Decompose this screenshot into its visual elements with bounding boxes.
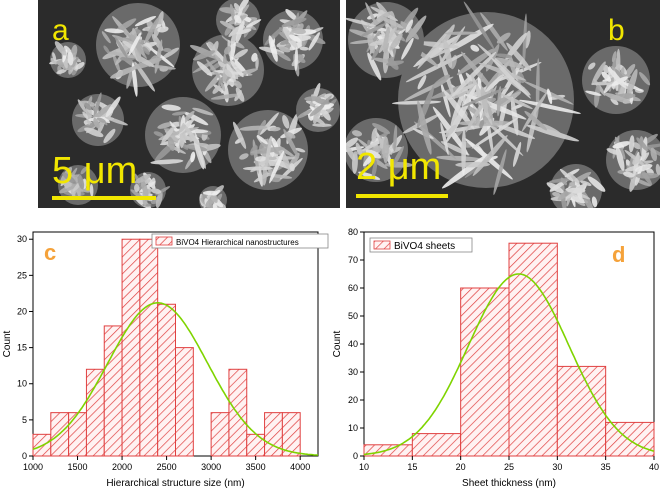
x-tick-label: 3500 (246, 462, 266, 472)
scale-bar-a (52, 196, 156, 200)
legend-label: BiVO4 sheets (394, 241, 455, 252)
y-tick-label: 40 (348, 339, 358, 349)
y-tick-label: 20 (17, 306, 27, 316)
y-tick-label: 20 (348, 395, 358, 405)
nanoflower-cluster (199, 185, 227, 208)
panel-letter: c (44, 240, 56, 265)
panel-label-b: b (608, 14, 625, 47)
y-tick-label: 15 (17, 343, 27, 353)
y-tick-label: 60 (348, 283, 358, 293)
y-axis-label: Count (2, 330, 13, 357)
legend: BiVO4 sheets (369, 237, 473, 253)
histogram-c: 1000 1500 2000 2500 3000 3500 4000 0 5 10 15 20 25 30… (0, 226, 330, 488)
y-tick-label: 30 (348, 367, 358, 377)
y-tick-label: 70 (348, 255, 358, 265)
x-tick-label: 2500 (157, 462, 177, 472)
y-tick-label: 30 (17, 234, 27, 244)
gaussian-fit-curve (32, 302, 319, 456)
legend: BiVO4 Hierarchical nanostructures (151, 233, 329, 249)
panel-letter: d (612, 242, 625, 267)
histogram-bar (508, 242, 558, 457)
nanoflower-cluster (391, 1, 581, 196)
scale-bar-b (356, 194, 448, 198)
legend-swatch (373, 240, 391, 250)
histogram-bar (281, 412, 301, 457)
chart-c-svg: 1000 1500 2000 2500 3000 3500 4000 0 5 10 15 20 25 30… (2, 231, 329, 488)
histogram-bar (85, 368, 105, 457)
x-axis-label: Sheet thickness (nm) (462, 478, 556, 488)
y-tick-label: 50 (348, 311, 358, 321)
histogram-bar (556, 365, 607, 457)
histogram-bar (605, 421, 655, 457)
x-tick-label: 4000 (290, 462, 310, 472)
histogram-bar (175, 347, 194, 457)
nanoflower-cluster (58, 165, 98, 205)
nanoflower-cluster (189, 34, 264, 106)
x-tick-label: 1000 (23, 462, 43, 472)
x-tick-label: 1500 (68, 462, 88, 472)
sem-image-a: a 5 μm (38, 0, 340, 208)
nanoflower-cluster (346, 1, 427, 81)
histogram-bar (411, 433, 462, 457)
histogram-d: 10 15 20 25 30 35 40 0 10 20 30 40 50 60 70 80 Sheet thi… (330, 226, 660, 488)
legend-swatch (155, 236, 173, 246)
x-tick-label: 15 (407, 462, 417, 472)
histogram-bar (264, 412, 283, 457)
nanoflower-cluster (216, 0, 262, 45)
x-tick-label: 35 (601, 462, 611, 472)
nanoflower-cluster (72, 92, 128, 146)
y-tick-label: 80 (348, 227, 358, 237)
y-tick-label: 25 (17, 270, 27, 280)
histogram-bar (121, 238, 141, 457)
histogram-bar (210, 412, 230, 457)
histogram-bar (103, 325, 123, 457)
histogram-bar (68, 412, 87, 457)
y-tick-label: 10 (17, 379, 27, 389)
scale-label-a: 5 μm (52, 150, 138, 192)
y-tick-label: 0 (22, 451, 27, 461)
x-tick-label: 30 (552, 462, 562, 472)
nanoflower-cluster (96, 3, 180, 97)
histogram-bar (157, 303, 176, 457)
y-axis-label: Count (332, 330, 343, 357)
y-tick-label: 10 (348, 423, 358, 433)
panel-label-a: a (52, 14, 69, 47)
gaussian-fit-curve (363, 273, 655, 456)
nanoflower-cluster (582, 46, 651, 114)
nanoflower-cluster (258, 9, 326, 77)
histogram-bar (246, 433, 266, 457)
nanoflower-cluster (296, 82, 340, 132)
sem-a-texture (49, 0, 340, 208)
y-tick-label: 0 (353, 451, 358, 461)
histogram-bar (460, 287, 510, 457)
nanoflower-cluster (606, 130, 660, 192)
nanoflower-cluster (346, 118, 413, 182)
x-tick-label: 25 (504, 462, 514, 472)
nanoflower-cluster (228, 110, 308, 190)
scale-label-b: 2 μm (356, 146, 442, 188)
x-tick-label: 2000 (112, 462, 132, 472)
x-tick-label: 20 (456, 462, 466, 472)
nanoflower-cluster (145, 97, 221, 173)
x-tick-label: 10 (359, 462, 369, 472)
x-tick-label: 40 (649, 462, 659, 472)
sem-image-b: b 2 μm (346, 0, 660, 208)
nanoflower-cluster (49, 41, 86, 78)
x-axis-label: Hierarchical structure size (nm) (106, 478, 244, 488)
legend-label: BiVO4 Hierarchical nanostructures (176, 238, 299, 247)
nanoflower-cluster (546, 164, 606, 208)
histogram-bar (139, 238, 159, 457)
sem-b-texture (346, 1, 660, 208)
y-tick-label: 5 (22, 415, 27, 425)
x-tick-label: 3000 (201, 462, 221, 472)
